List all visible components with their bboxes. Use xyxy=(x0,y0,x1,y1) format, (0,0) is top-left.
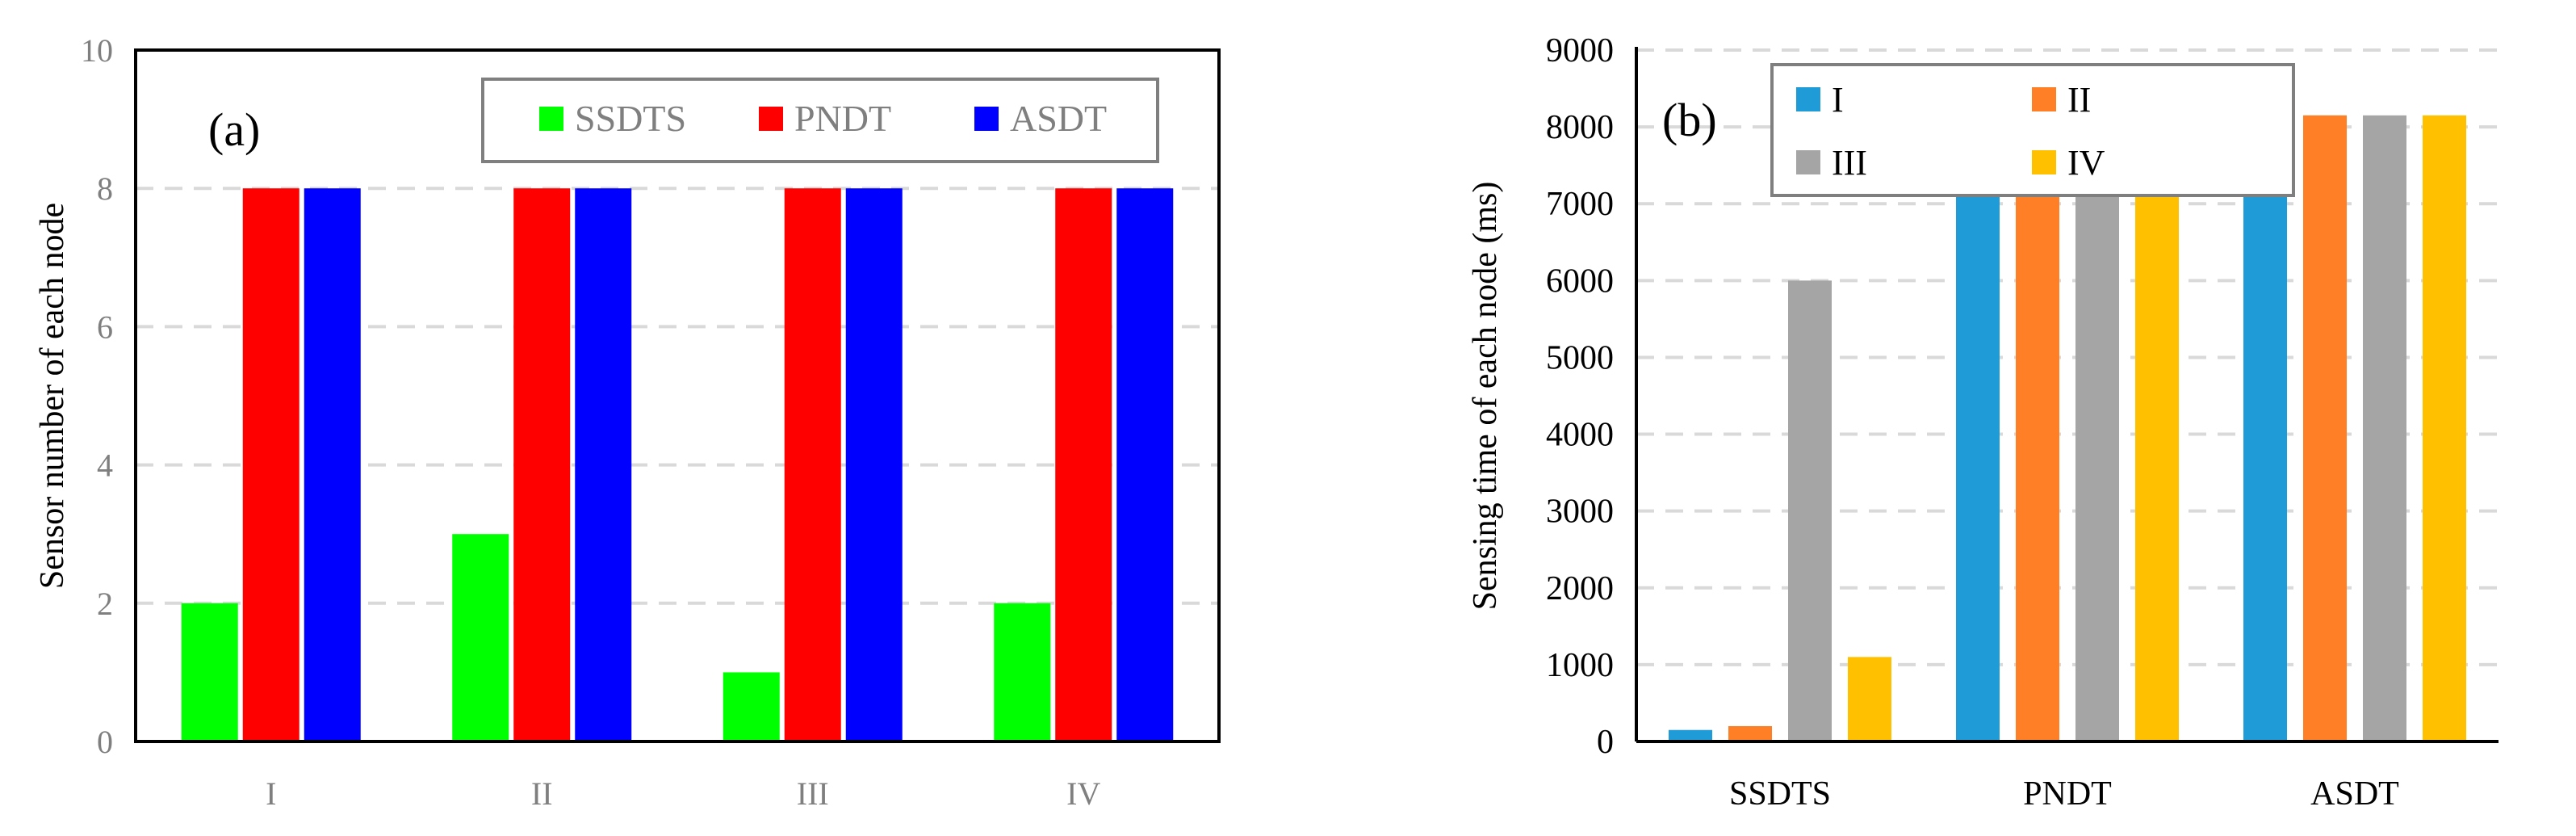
bar-pndt-ii xyxy=(513,188,571,741)
bar-pndt-iii xyxy=(784,188,841,741)
legend-label-asdt: ASDT xyxy=(1010,98,1107,139)
bar-iii-ssdts xyxy=(1788,280,1832,741)
legend-swatch-ssdts xyxy=(539,107,563,131)
bar-iv-pndt xyxy=(2135,115,2179,741)
y-tick-label: 4 xyxy=(97,447,113,484)
bar-ssdts-iv xyxy=(994,603,1051,741)
legend-label-pndt: PNDT xyxy=(794,98,891,139)
y-tick-label: 7000 xyxy=(1546,186,1614,223)
x-tick-label: SSDTS xyxy=(1729,775,1831,813)
y-tick-label: 0 xyxy=(97,724,113,760)
x-tick-label: III xyxy=(797,775,829,812)
legend-swatch-pndt xyxy=(759,107,783,131)
bar-asdt-iii xyxy=(845,188,903,741)
bar-asdt-ii xyxy=(575,188,632,741)
legend-label-i: I xyxy=(1832,80,1844,120)
y-tick-label: 6000 xyxy=(1546,263,1614,300)
y-tick-label: 10 xyxy=(81,32,113,69)
y-tick-label: 0 xyxy=(1597,724,1614,761)
bar-ii-asdt xyxy=(2303,115,2347,741)
bar-asdt-i xyxy=(304,188,361,741)
bar-iii-asdt xyxy=(2363,115,2406,741)
legend-label-iii: III xyxy=(1832,143,1867,183)
y-tick-label: 2 xyxy=(97,586,113,622)
bar-iv-ssdts xyxy=(1848,657,1891,741)
chart-b: 0 1000 2000 3000 4000 5000 6000 7000 8000 9000 SSD… xyxy=(1467,32,2499,813)
y-axis-label: Sensor number of each node xyxy=(34,203,71,589)
legend-swatch-iii xyxy=(1796,150,1820,174)
y-tick-label: 4000 xyxy=(1546,417,1614,454)
legend-swatch-iv xyxy=(2032,150,2056,174)
y-tick-label: 6 xyxy=(97,309,113,345)
x-tick-label: I xyxy=(266,775,276,812)
bar-iii-pndt xyxy=(2075,115,2119,741)
plot-frame xyxy=(134,48,1221,743)
legend-label-iv: IV xyxy=(2067,143,2105,183)
y-axis-label: Sensing time of each node (ms) xyxy=(1467,182,1504,611)
bar-ssdts-iii xyxy=(723,672,780,741)
x-tick-label: ASDT xyxy=(2310,775,2399,813)
x-tick-label: II xyxy=(531,775,553,812)
y-tick-label: 1000 xyxy=(1546,647,1614,684)
legend-box xyxy=(481,78,1159,163)
y-tick-label: 3000 xyxy=(1546,494,1614,531)
bar-ssdts-ii xyxy=(452,534,509,741)
bar-ii-pndt xyxy=(2016,115,2059,741)
y-tick-label: 8000 xyxy=(1546,109,1614,146)
bar-pndt-iv xyxy=(1055,188,1112,741)
bar-asdt-iv xyxy=(1116,188,1174,741)
legend-swatch-ii xyxy=(2032,87,2056,111)
panel-label: (a) xyxy=(208,103,260,156)
bar-pndt-i xyxy=(242,188,299,741)
x-tick-label: IV xyxy=(1066,775,1100,812)
bar-ii-ssdts xyxy=(1728,725,1772,741)
bar-i-ssdts xyxy=(1669,729,1712,741)
legend-label-ssdts: SSDTS xyxy=(575,98,686,139)
y-tick-label: 2000 xyxy=(1546,570,1614,607)
panel-label: (b) xyxy=(1662,94,1717,146)
y-tick-label: 5000 xyxy=(1546,339,1614,376)
bar-ssdts-i xyxy=(181,603,238,741)
y-tick-label: 8 xyxy=(97,170,113,207)
bar-i-asdt xyxy=(2243,115,2287,741)
x-tick-label: PNDT xyxy=(2023,775,2112,813)
bar-i-pndt xyxy=(1956,115,2000,741)
legend-swatch-asdt xyxy=(974,107,999,131)
legend-swatch-i xyxy=(1796,87,1820,111)
y-tick-label: 9000 xyxy=(1546,32,1614,69)
legend-label-ii: II xyxy=(2067,80,2091,120)
bar-iv-asdt xyxy=(2423,115,2466,741)
